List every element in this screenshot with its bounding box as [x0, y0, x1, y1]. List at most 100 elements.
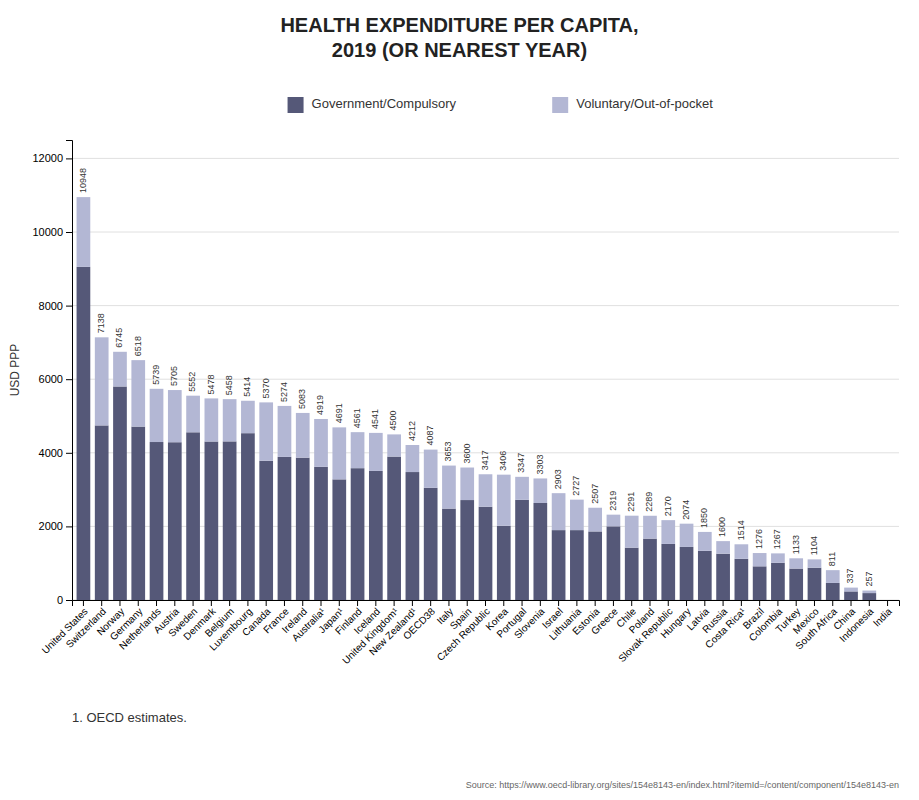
total-label: 5739 — [151, 365, 161, 385]
bar — [424, 450, 438, 488]
total-label: 5083 — [297, 389, 307, 409]
total-label: 4212 — [407, 421, 417, 441]
x-tick-mark — [394, 600, 395, 606]
total-label: 1600 — [717, 517, 727, 537]
total-label: 3600 — [462, 443, 472, 463]
legend: Government/Compulsory Voluntary/Out-of-po… — [288, 96, 714, 113]
x-tick-mark — [686, 600, 687, 606]
y-tick-label: 6000 — [39, 373, 63, 385]
x-tick-mark — [302, 600, 303, 606]
x-tick-mark — [832, 600, 833, 606]
x-tick-mark — [266, 600, 267, 606]
grid-line — [72, 232, 899, 233]
total-label: 257 — [864, 572, 874, 587]
x-tick-mark — [138, 600, 139, 606]
bar — [479, 474, 493, 506]
bar — [826, 570, 840, 583]
bar — [716, 541, 730, 554]
legend-label: Government/Compulsory — [312, 96, 457, 111]
y-tick: 4000 — [39, 447, 72, 459]
bar — [296, 413, 310, 458]
bar — [625, 516, 639, 548]
grid — [72, 158, 899, 600]
bar — [479, 507, 493, 600]
y-tick-mark — [66, 306, 72, 307]
bar — [497, 526, 511, 600]
bar — [515, 477, 529, 500]
bar — [150, 389, 164, 442]
bar — [95, 337, 109, 425]
bar — [643, 516, 657, 539]
y-tick: 12000 — [32, 152, 72, 164]
bar — [862, 591, 876, 594]
x-tick-mark — [339, 600, 340, 606]
total-label: 4500 — [388, 410, 398, 430]
bar — [808, 559, 822, 567]
total-label: 337 — [845, 569, 855, 584]
x-tick-mark — [375, 600, 376, 606]
bar — [680, 547, 694, 600]
x-tick-label: Indonesia — [837, 605, 876, 644]
total-label: 3417 — [480, 450, 490, 470]
total-label: 5274 — [279, 382, 289, 402]
bar — [661, 544, 675, 600]
chart-container: HEALTH EXPENDITURE PER CAPITA,2019 (OR N… — [0, 0, 919, 800]
x-tick-mark — [869, 600, 870, 606]
y-tick: 8000 — [39, 300, 72, 312]
x-tick-mark — [814, 600, 815, 606]
bar — [223, 441, 237, 600]
y-tick-mark — [66, 600, 72, 601]
bar — [77, 197, 91, 267]
legend-item: Government/Compulsory — [288, 96, 457, 113]
x-tick-mark — [576, 600, 577, 606]
total-label: 2074 — [681, 500, 691, 520]
total-label: 4919 — [315, 395, 325, 415]
x-tick-mark — [211, 600, 212, 606]
bar — [150, 442, 164, 600]
total-label: 2903 — [553, 469, 563, 489]
bar — [460, 500, 474, 600]
bar — [862, 593, 876, 600]
total-label: 5705 — [169, 366, 179, 386]
y-tick: 0 — [57, 594, 72, 606]
y-tick: 2000 — [39, 520, 72, 532]
total-label: 10948 — [78, 168, 88, 193]
x-tick-mark — [741, 600, 742, 606]
bar — [735, 544, 749, 558]
bar — [570, 500, 584, 530]
title-line: 2019 (OR NEAREST YEAR) — [332, 39, 587, 61]
total-labels: 1094871386745651857395705555254785458541… — [78, 168, 874, 586]
bar — [113, 352, 127, 387]
x-tick-mark — [887, 600, 888, 606]
bar — [789, 558, 803, 568]
x-tick-mark — [119, 600, 120, 606]
bar — [424, 488, 438, 600]
x-tick-mark — [101, 600, 102, 606]
bar — [241, 401, 255, 433]
x-tick: OECD38 — [401, 600, 437, 642]
x-axis: United StatesSwitzerlandNorwayGermanyNet… — [40, 600, 900, 666]
total-label: 5552 — [187, 372, 197, 392]
y-axis-line — [66, 141, 73, 601]
x-tick-mark — [796, 600, 797, 606]
bar — [533, 478, 547, 503]
bar — [552, 493, 566, 530]
total-label: 4561 — [352, 408, 362, 428]
plot: 1094871386745651857395705555254785458541… — [32, 141, 899, 667]
bar — [278, 406, 292, 457]
bar — [698, 532, 712, 551]
bar — [351, 468, 365, 600]
total-label: 1850 — [699, 508, 709, 528]
total-label: 4541 — [370, 409, 380, 429]
x-tick-mark — [83, 600, 84, 606]
total-label: 2170 — [663, 496, 673, 516]
bar-series — [77, 267, 877, 600]
legend-label: Voluntary/Out-of-pocket — [576, 96, 713, 111]
bar — [314, 467, 328, 600]
bar — [351, 432, 365, 468]
bar — [205, 442, 219, 600]
bar — [625, 548, 639, 600]
y-tick-mark — [66, 232, 72, 233]
x-tick-mark — [723, 600, 724, 606]
bar — [296, 458, 310, 600]
